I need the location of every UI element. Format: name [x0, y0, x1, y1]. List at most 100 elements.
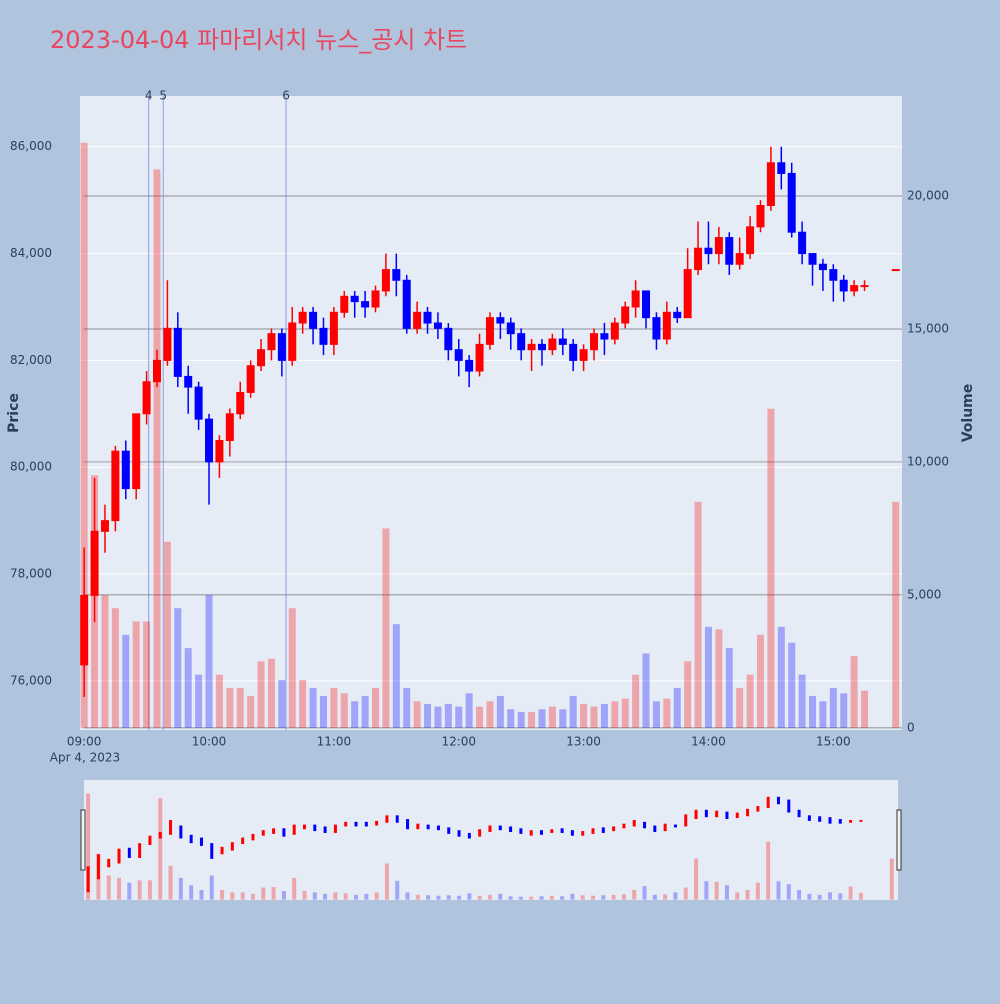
volume-bar [444, 703, 452, 728]
volume-bar [611, 701, 619, 728]
slider-volume-bar [137, 880, 142, 900]
volume-bar [580, 703, 588, 728]
volume-bar [174, 608, 182, 728]
volume-bar [777, 626, 785, 728]
volume-bar [330, 687, 338, 728]
candle-body [756, 204, 765, 228]
candle-body [392, 269, 401, 281]
slider-volume-bar [477, 895, 482, 900]
volume-bar [361, 695, 369, 728]
slider-volume-bar [621, 894, 626, 900]
volume-bar [299, 680, 307, 728]
range-slider[interactable] [84, 780, 898, 900]
volume-bar [569, 695, 577, 728]
volume-bar [340, 693, 348, 728]
volume-bar [372, 687, 380, 728]
slider-volume-bar [889, 858, 894, 900]
slider-volume-bar [446, 895, 451, 900]
slider-volume-bar [673, 892, 678, 900]
slider-volume-bar [240, 892, 245, 900]
candle-body [735, 253, 744, 265]
event-label: 5 [159, 89, 167, 103]
candle-body [257, 349, 266, 367]
slider-volume-bar [292, 877, 297, 900]
slider-volume-bar [364, 893, 369, 900]
y2-axis-title: Volume [960, 384, 976, 443]
volume-bar [673, 687, 681, 728]
slider-volume-bar [539, 896, 544, 900]
candle-body [132, 413, 141, 490]
volume-bar [756, 634, 764, 728]
volume-bar [507, 709, 515, 728]
volume-bar [517, 711, 525, 728]
volume-bar [538, 709, 546, 728]
chart-title: 2023-04-04 파마리서치 뉴스_공시 차트 [50, 26, 467, 54]
volume-bar [143, 621, 151, 728]
slider-volume-bar [168, 865, 173, 900]
candle-body [496, 317, 505, 324]
volume-bar [840, 693, 848, 728]
slider-volume-bar [817, 894, 822, 900]
slider-volume-bar [858, 892, 863, 900]
volume-bar [195, 674, 203, 728]
slider-volume-bar [776, 881, 781, 900]
candle-body [829, 269, 838, 281]
volume-bar [132, 621, 140, 728]
candle-body [839, 279, 848, 292]
x-tick-label: 10:00 [192, 735, 227, 749]
volume-bar [215, 674, 223, 728]
y-tick-label: 78,000 [10, 567, 52, 581]
volume-bar [309, 687, 317, 728]
slider-volume-bar [467, 893, 472, 900]
plot-area [80, 96, 902, 730]
volume-bar [788, 642, 796, 728]
volume-bar [694, 501, 702, 728]
volume-bar [736, 687, 744, 728]
slider-volume-bar [529, 896, 534, 900]
candle-body [433, 322, 442, 329]
slider-volume-bar [343, 893, 348, 900]
slider-volume-bar [117, 877, 122, 900]
volume-bar [892, 501, 900, 728]
candle-body [329, 311, 338, 345]
slider-volume-bar [199, 889, 204, 900]
candle-body [787, 172, 796, 233]
slider-volume-bar [261, 887, 266, 900]
volume-bar [413, 701, 421, 728]
slider-volume-bar [405, 892, 410, 900]
slider-volume-bar [570, 893, 575, 900]
candle-body [111, 450, 120, 522]
slider-handle[interactable] [896, 809, 902, 871]
volume-bar [559, 709, 567, 728]
volume-bar [392, 624, 400, 728]
candle-body [600, 333, 609, 340]
volume-bar [434, 706, 442, 728]
x-tick-label: 11:00 [317, 735, 352, 749]
x-tick-label: 09:00 [67, 735, 102, 749]
volume-bar [319, 695, 327, 728]
candle-body [590, 333, 599, 351]
volume-bar [528, 711, 536, 728]
slider-volume-bar [302, 890, 307, 900]
slider-handle[interactable] [80, 809, 86, 871]
candle-body [777, 162, 786, 174]
candle-body [662, 311, 671, 340]
candle-body [454, 349, 463, 361]
volume-bar [403, 687, 411, 728]
volume-bar [496, 695, 504, 728]
candle-body [506, 322, 515, 335]
slider-volume-bar [704, 881, 709, 900]
slider-volume-bar [178, 877, 183, 900]
candle-body [246, 365, 255, 393]
candle-body [766, 162, 775, 206]
volume-bar [247, 695, 255, 728]
candle-body [569, 343, 578, 361]
candle-body [205, 418, 214, 463]
event-label: 4 [145, 89, 153, 103]
event-label: 6 [282, 89, 290, 103]
y-tick-label: 76,000 [10, 673, 52, 687]
candle-body [475, 343, 484, 372]
volume-bar [236, 687, 244, 728]
candle-body [90, 530, 99, 596]
slider-volume-bar [384, 863, 389, 900]
